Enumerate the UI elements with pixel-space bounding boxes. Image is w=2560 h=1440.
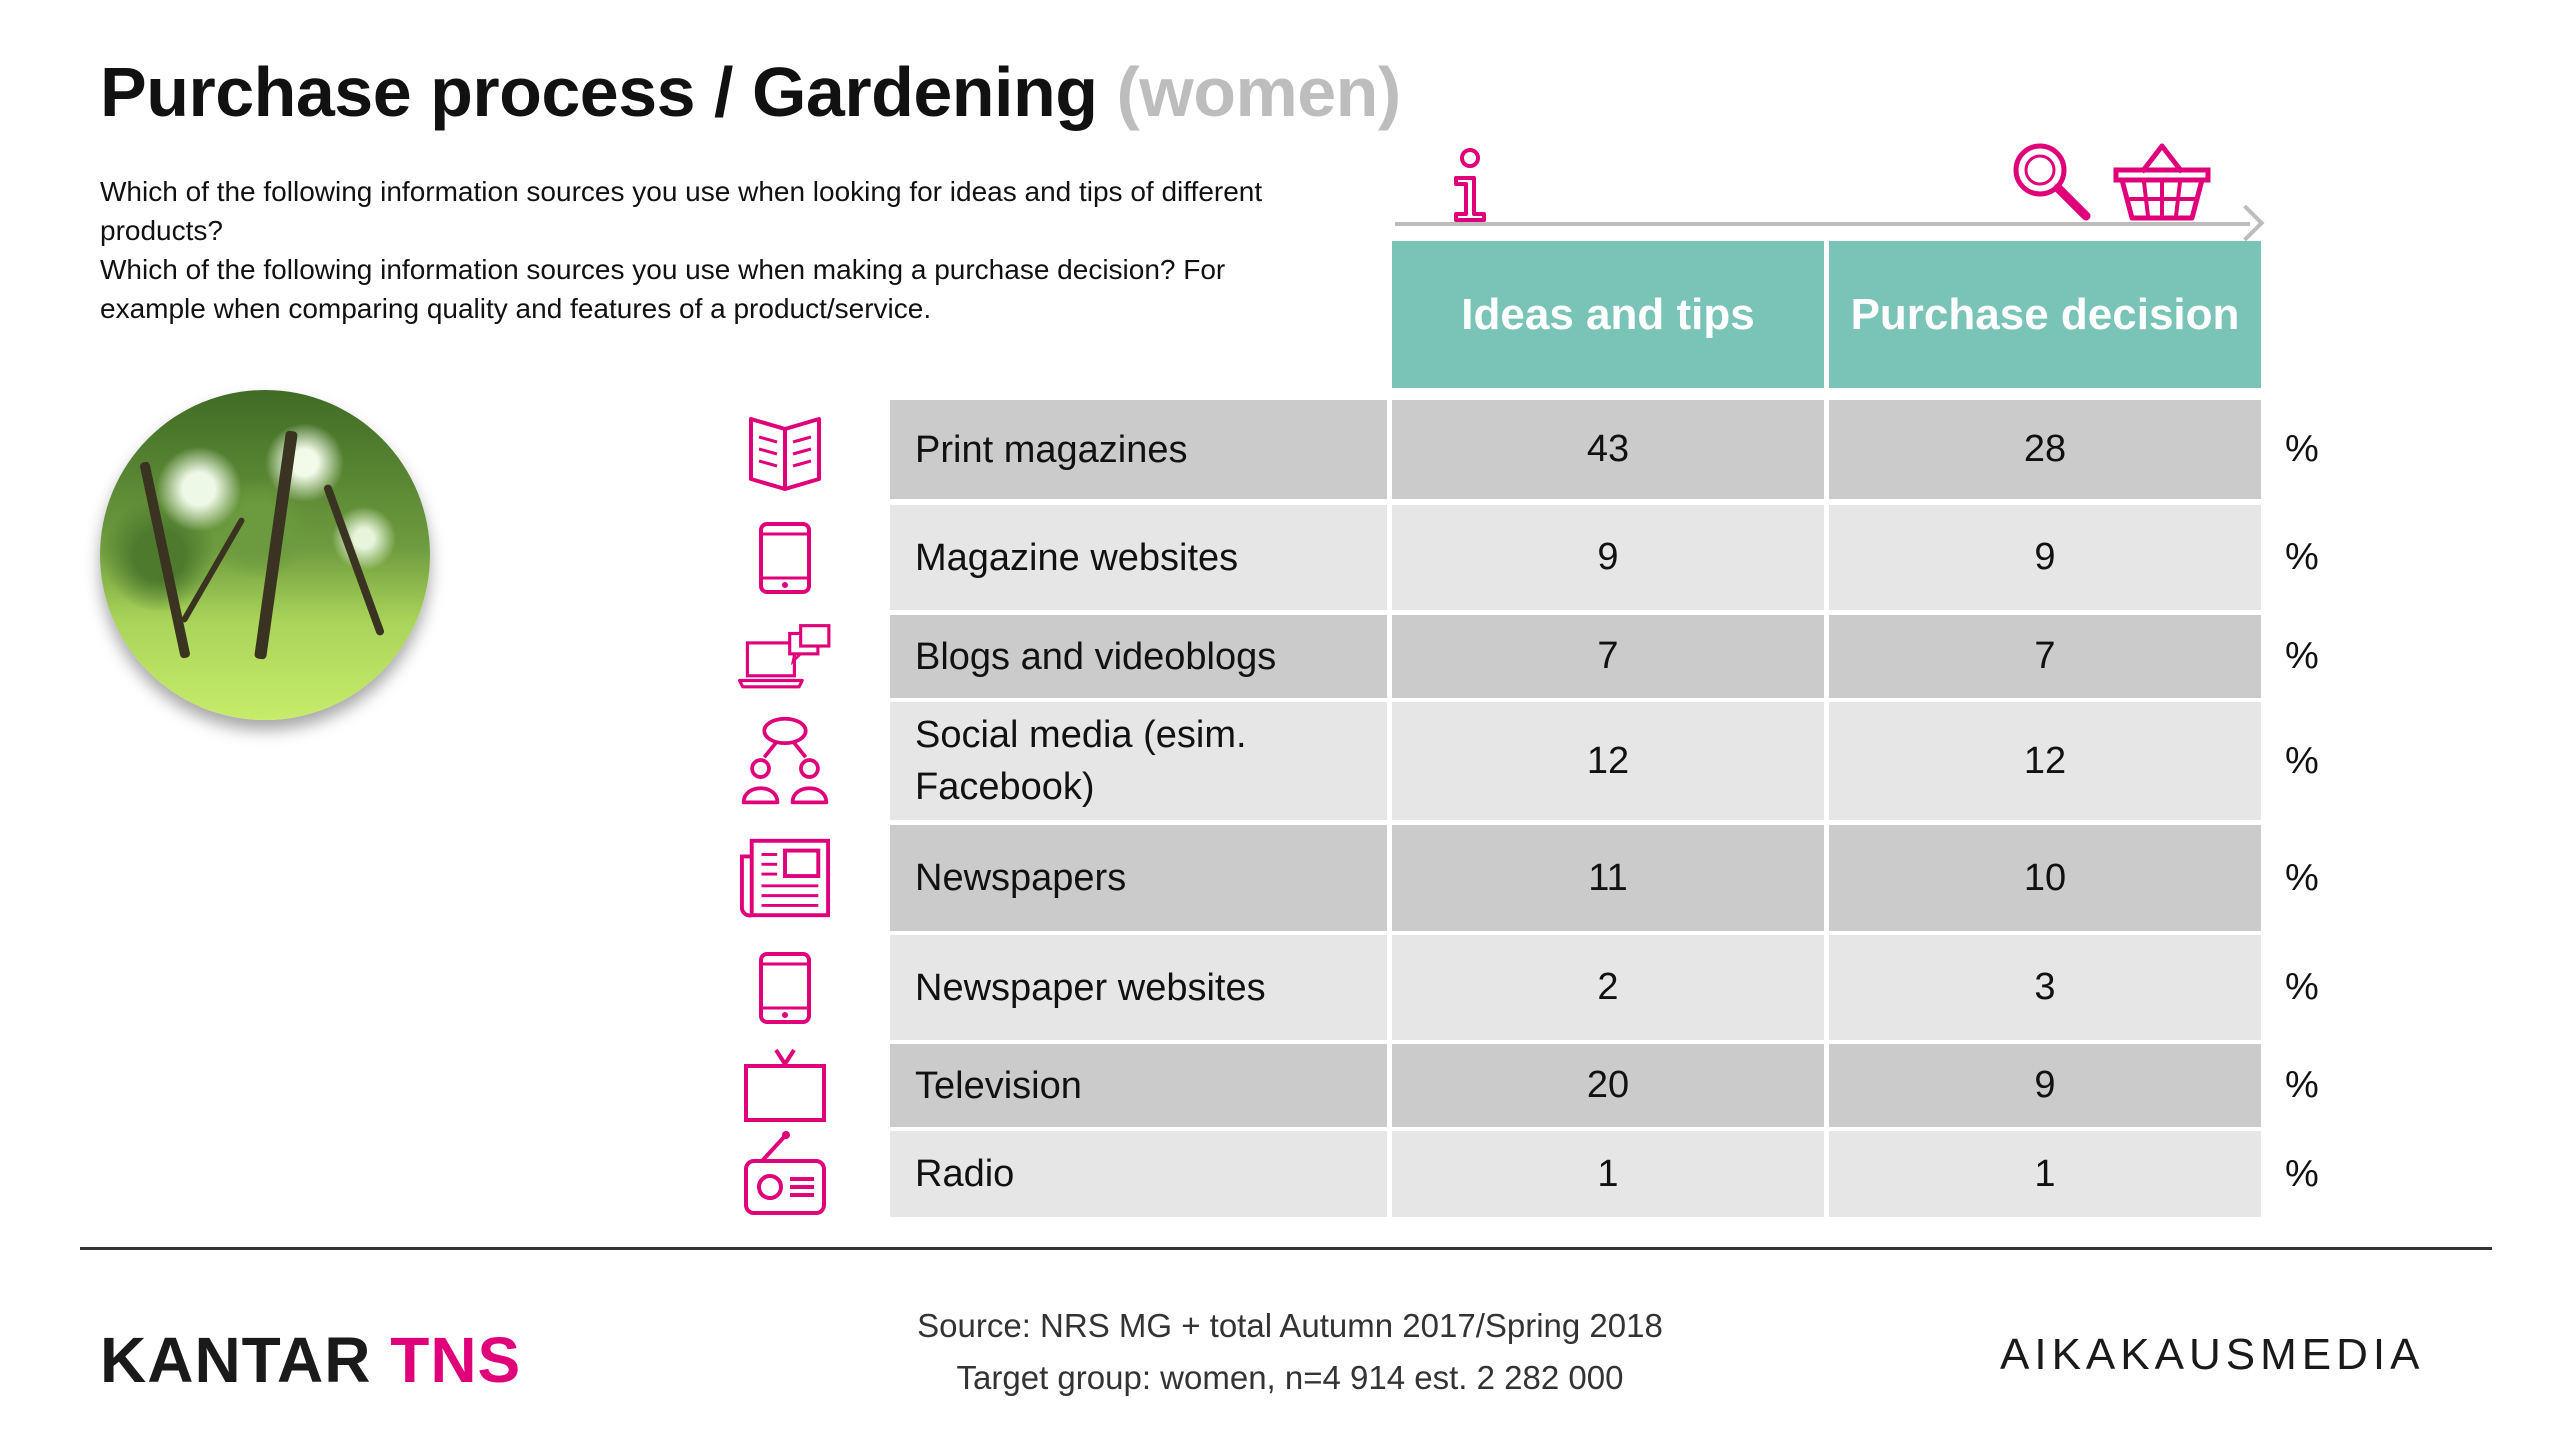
row-value-ideas: 43 [1392,400,1824,499]
percent-unit: % [2285,1064,2319,1106]
percent-unit: % [2285,966,2319,1008]
tablet-icon [738,505,832,610]
row-value-purchase: 1 [1829,1131,2261,1217]
row-value-ideas: 11 [1392,825,1824,931]
footer-divider [80,1247,2492,1250]
row-label: Print magazines [890,400,1387,499]
row-value-purchase: 9 [1829,505,2261,610]
target-group-line: Target group: women, n=4 914 est. 2 282 … [956,1359,1624,1396]
table-row: Newspaper websites 2 3 % [0,935,2560,1040]
info-icon [1454,148,1486,222]
people-network-icon [738,702,832,820]
column-header-purchase: Purchase decision [1829,241,2261,388]
source-note: Source: NRS MG + total Autumn 2017/Sprin… [900,1300,1680,1404]
row-label: Newspapers [890,825,1387,931]
shopping-basket-icon [2113,143,2211,221]
percent-unit: % [2285,635,2319,677]
column-header-ideas: Ideas and tips [1392,241,1824,388]
row-value-ideas: 1 [1392,1131,1824,1217]
row-value-ideas: 9 [1392,505,1824,610]
table-row: Television 20 9 % [0,1044,2560,1127]
kantar-tns-logo: KANTAR TNS [100,1323,521,1397]
row-label: Social media (esim. Facebook) [890,702,1387,820]
title-sub: (women) [1116,53,1401,131]
table-row: Social media (esim. Facebook) 12 12 % [0,702,2560,820]
percent-unit: % [2285,739,2319,782]
source-line: Source: NRS MG + total Autumn 2017/Sprin… [917,1307,1663,1344]
table-row: Print magazines 43 28 % [0,400,2560,499]
aikakausmedia-logo: AIKAKAUSMEDIA [2000,1330,2425,1379]
question-2: Which of the following information sourc… [100,254,1226,324]
percent-unit: % [2285,1152,2319,1195]
magazine-icon [738,400,832,499]
logo-tns-text: TNS [390,1324,522,1396]
page-title: Purchase process / Gardening (women) [100,52,1401,132]
magnifier-icon [2013,143,2091,221]
row-value-purchase: 10 [1829,825,2261,931]
row-label: Newspaper websites [890,935,1387,1040]
radio-icon [738,1131,832,1217]
row-value-purchase: 28 [1829,400,2261,499]
tablet-icon [738,935,832,1040]
laptop-chat-icon [738,615,832,698]
row-label: Blogs and videoblogs [890,615,1387,698]
percent-unit: % [2285,428,2319,470]
row-value-purchase: 7 [1829,615,2261,698]
table-row: Blogs and videoblogs 7 7 % [0,615,2560,698]
percent-unit: % [2285,536,2319,578]
television-icon [738,1044,832,1127]
question-1: Which of the following information sourc… [100,176,1263,246]
row-label: Magazine websites [890,505,1387,610]
row-value-purchase: 9 [1829,1044,2261,1127]
process-arrow [1395,222,2250,226]
row-value-ideas: 7 [1392,615,1824,698]
row-value-purchase: 12 [1829,702,2261,820]
title-main: Purchase process / Gardening [100,53,1098,131]
row-value-ideas: 20 [1392,1044,1824,1127]
table-row: Newspapers 11 10 % [0,825,2560,931]
newspaper-icon [738,825,832,931]
garden-photo [100,390,430,720]
table-row: Magazine websites 9 9 % [0,505,2560,610]
logo-kantar-text: KANTAR [100,1324,372,1396]
table-row: Radio 1 1 % [0,1131,2560,1217]
row-value-ideas: 12 [1392,702,1824,820]
row-label: Radio [890,1131,1387,1217]
row-value-ideas: 2 [1392,935,1824,1040]
process-arrow-head [2227,204,2265,242]
survey-questions: Which of the following information sourc… [100,172,1290,328]
row-label: Television [890,1044,1387,1127]
percent-unit: % [2285,856,2319,899]
row-value-purchase: 3 [1829,935,2261,1040]
